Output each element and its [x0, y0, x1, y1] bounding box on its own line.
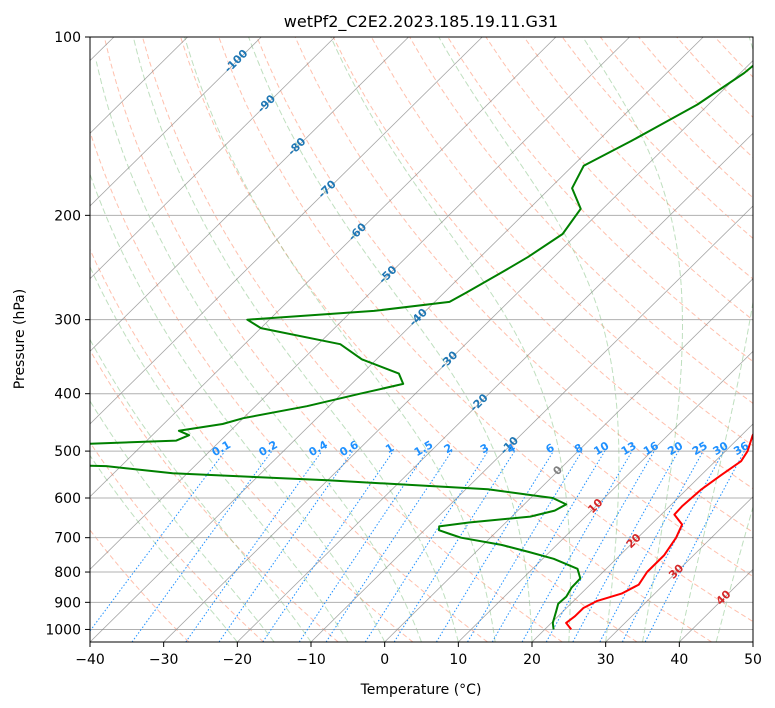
x-tick-label: −40 — [75, 652, 105, 668]
mixing-ratio-line — [218, 450, 354, 642]
y-tick-label: 400 — [54, 387, 81, 403]
moist-adiabat — [90, 400, 275, 642]
mixing-ratio-line — [393, 450, 516, 642]
x-tick-label: −20 — [223, 652, 253, 668]
plot-area: -100-90-80-70-60-50-40-30-20-10010203040… — [90, 37, 753, 642]
moist-adiabat — [248, 37, 533, 642]
isotherm-gridline — [237, 132, 753, 642]
y-tick-label: 100 — [54, 30, 81, 46]
temperature-profile — [565, 432, 753, 631]
moist-adiabat — [330, 37, 571, 642]
x-tick-label: 30 — [597, 652, 615, 668]
y-tick-label: 600 — [54, 491, 81, 507]
x-axis-label: Temperature (°C) — [360, 682, 482, 698]
mixing-ratio-line — [131, 450, 273, 642]
moist-adiabat — [582, 37, 683, 642]
moist-adiabat — [90, 172, 386, 642]
isotherm-gridline — [90, 37, 557, 498]
dry-adiabat — [370, 37, 753, 447]
isotherm-gridlines — [90, 37, 753, 642]
y-tick-label: 1000 — [45, 622, 81, 638]
mixing-ratio-line — [364, 450, 489, 642]
isotherm-gridline — [90, 37, 630, 570]
y-tick-label: 800 — [54, 565, 81, 581]
y-tick-label: 900 — [54, 595, 81, 611]
dry-adiabat — [142, 37, 638, 642]
dry-adiabat — [180, 37, 712, 642]
mixing-ratio-line — [545, 450, 655, 642]
y-tick-label: 500 — [54, 444, 81, 460]
isotherm-gridline — [163, 60, 753, 642]
mixing-ratio-line — [298, 450, 428, 642]
dry-adiabat — [485, 37, 753, 321]
mixing-ratio-lines — [90, 450, 745, 642]
mixing-ratio-line — [467, 450, 583, 642]
mixing-ratio-line — [572, 450, 679, 642]
isotherm-gridline — [90, 37, 704, 642]
x-tick-label: 10 — [449, 652, 467, 668]
isotherm-gridline — [90, 37, 483, 425]
y-tick-label: 700 — [54, 531, 81, 547]
dry-adiabat — [256, 37, 753, 578]
dry-adiabat — [447, 37, 753, 363]
dry-adiabat — [90, 529, 190, 642]
x-tick-label: 20 — [523, 652, 541, 668]
sounding-profiles — [90, 64, 753, 631]
x-tick-label: 40 — [670, 652, 688, 668]
x-axis-ticks: −40 −30 −20 −10 0 10 20 30 40 50 — [75, 642, 762, 668]
mixing-ratio-line — [90, 450, 226, 632]
dry-adiabat — [90, 349, 339, 642]
isotherm-gridline — [90, 37, 409, 352]
moist-adiabat — [90, 454, 238, 642]
mixing-ratio-line — [262, 450, 394, 642]
moist-adiabat — [678, 37, 753, 642]
moist-adiabat — [438, 37, 620, 642]
y-axis-ticks: 100 200 300 400 500 600 700 800 900 1000 — [45, 30, 90, 638]
isotherm-gridline — [310, 205, 753, 642]
dry-adiabats — [90, 37, 753, 642]
dry-adiabat — [90, 441, 264, 642]
moist-adiabats — [90, 37, 753, 642]
x-tick-label: −10 — [296, 652, 326, 668]
moist-adiabat — [90, 265, 349, 642]
moist-adiabat — [95, 61, 422, 642]
y-tick-label: 300 — [54, 313, 81, 329]
dewpoint-profile — [90, 64, 753, 630]
isotherm-gridline — [605, 496, 753, 642]
isotherm-gridline — [384, 278, 753, 642]
chart-title: wetPf2_C2E2.2023.185.19.11.G31 — [284, 12, 558, 32]
dry-adiabat — [409, 37, 753, 404]
x-tick-label: −30 — [149, 652, 179, 668]
plot-frame — [89, 36, 754, 643]
mixing-ratio-line — [621, 450, 725, 642]
dry-adiabat — [218, 37, 753, 623]
dry-adiabat — [103, 37, 563, 642]
x-tick-label: 0 — [380, 652, 389, 668]
mixing-ratio-line — [644, 450, 745, 642]
dry-adiabat — [90, 130, 488, 642]
x-tick-label: 50 — [744, 652, 762, 668]
isotherm-gridline — [90, 37, 262, 207]
isotherm-gridline — [531, 423, 753, 642]
mixing-ratio-line — [185, 450, 323, 642]
mixing-ratio-line — [325, 450, 453, 642]
y-tick-label: 200 — [54, 208, 81, 224]
isotherm-gridline — [90, 37, 336, 280]
moist-adiabat — [132, 37, 459, 642]
isotherm-gridline — [458, 350, 753, 642]
y-axis-label: Pressure (hPa) — [12, 289, 28, 389]
mixing-ratio-line — [599, 450, 704, 642]
isobar-gridlines — [90, 37, 753, 630]
